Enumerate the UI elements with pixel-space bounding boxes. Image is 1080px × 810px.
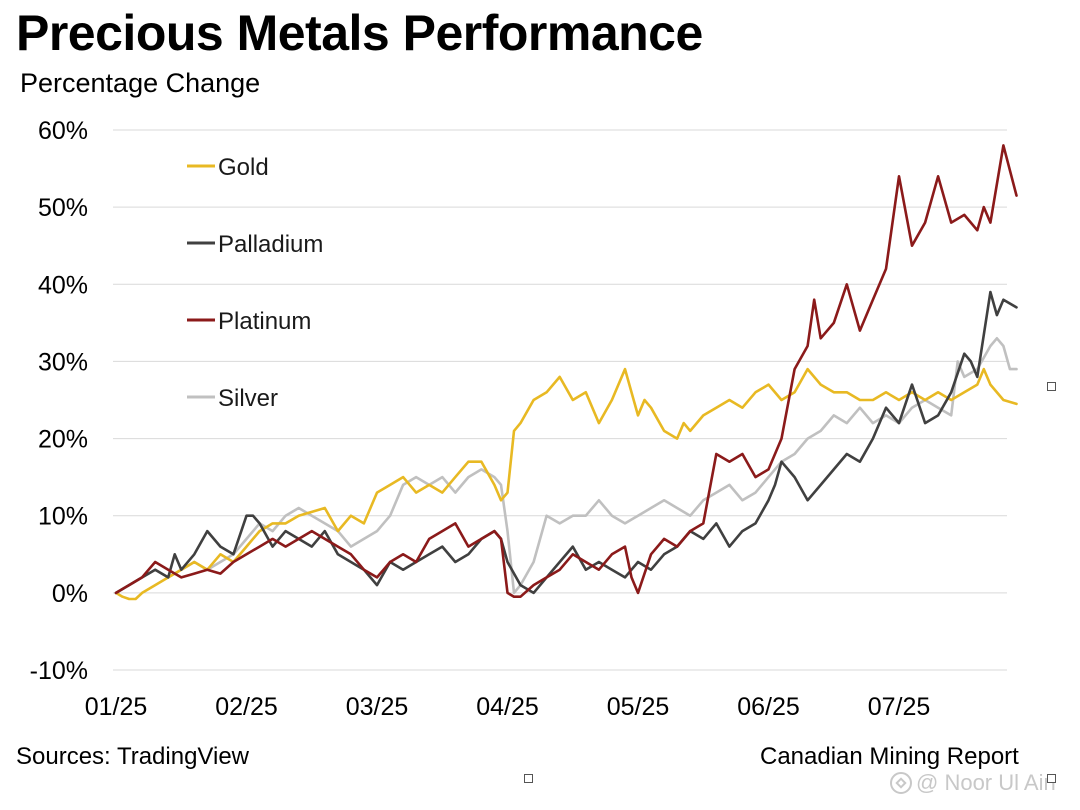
legend-label: Gold	[218, 154, 269, 181]
series-lines	[114, 144, 1018, 601]
y-axis: -10% 0% 10% 20% 30% 40% 50% 60%	[30, 117, 88, 685]
x-axis: 01/25 02/25 03/25 04/25 05/25 06/25 07/25	[85, 693, 931, 721]
y-tick-label: 40%	[38, 271, 88, 299]
x-tick-label: 06/25	[737, 693, 800, 721]
watermark: @ Noor Ul Ain	[890, 770, 1056, 796]
x-tick-label: 02/25	[215, 693, 278, 721]
legend-label: Platinum	[218, 308, 311, 335]
y-tick-label: 60%	[38, 117, 88, 145]
y-tick-label: 20%	[38, 426, 88, 454]
y-tick-label: 50%	[38, 194, 88, 222]
x-tick-label: 04/25	[476, 693, 539, 721]
y-tick-label: 0%	[52, 580, 88, 608]
series-line-gold	[114, 367, 1018, 601]
y-tick-label: 30%	[38, 348, 88, 376]
grid-lines	[113, 129, 1007, 671]
x-tick-label: 03/25	[346, 693, 409, 721]
series-line-platinum	[114, 144, 1018, 599]
series-line-palladium	[114, 290, 1018, 595]
legend-label: Palladium	[218, 231, 323, 258]
x-tick-label: 05/25	[607, 693, 670, 721]
selection-handle[interactable]	[524, 774, 533, 783]
x-tick-label: 01/25	[85, 693, 148, 721]
x-tick-label: 07/25	[868, 693, 931, 721]
legend: Gold Palladium Platinum Silver	[187, 154, 323, 412]
legend-label: Silver	[218, 385, 278, 412]
y-tick-label: 10%	[38, 503, 88, 531]
y-tick-label: -10%	[30, 657, 88, 685]
watermark-logo-icon	[890, 772, 912, 794]
chart-title: Precious Metals Performance	[16, 5, 703, 61]
watermark-text: @ Noor Ul Ain	[916, 770, 1056, 795]
chart-subtitle: Percentage Change	[20, 68, 261, 98]
source-note: Sources: TradingView	[16, 743, 250, 770]
series-line-silver	[114, 336, 1018, 595]
credit-note: Canadian Mining Report	[760, 743, 1019, 770]
selection-handle[interactable]	[1047, 774, 1056, 783]
selection-handle[interactable]	[1047, 382, 1056, 391]
